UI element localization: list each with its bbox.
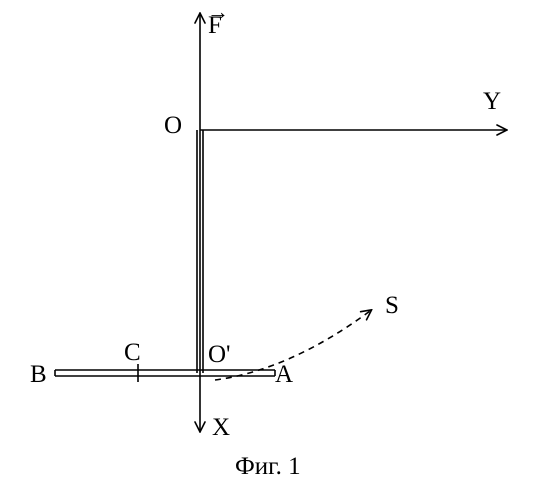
figure-caption: Фиг. 1 [235, 453, 301, 481]
label-b: B [30, 361, 47, 389]
label-a: A [275, 361, 293, 389]
label-y: Y [483, 88, 501, 116]
label-o-prime: O' [208, 341, 231, 369]
label-f: F [208, 12, 222, 40]
figure-canvas: → F Y X O O' A B C S Фиг. 1 [0, 0, 545, 500]
diagram-svg [0, 0, 545, 500]
label-o: O [164, 112, 182, 140]
label-x: X [212, 414, 230, 442]
label-s: S [385, 292, 399, 320]
label-c: C [124, 339, 141, 367]
